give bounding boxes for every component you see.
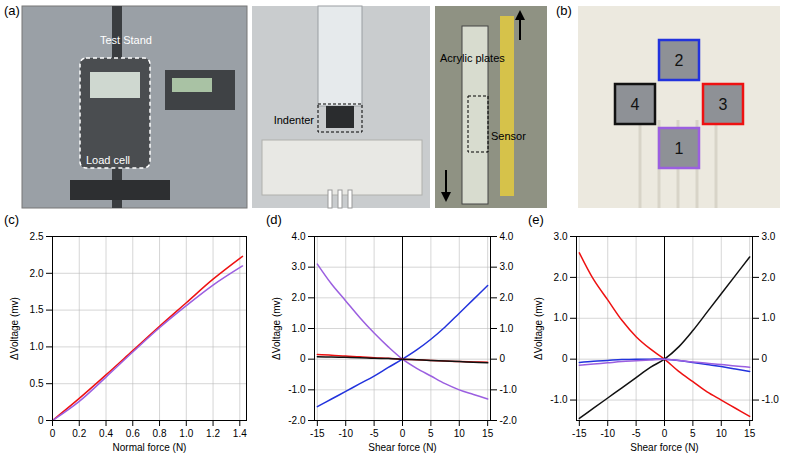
- svg-text:1.0: 1.0: [179, 428, 193, 439]
- svg-text:Shear force (N): Shear force (N): [368, 442, 436, 453]
- svg-text:4.0: 4.0: [292, 231, 306, 242]
- svg-text:1.0: 1.0: [292, 323, 306, 334]
- svg-text:-10: -10: [338, 428, 353, 439]
- svg-text:1.0: 1.0: [762, 312, 776, 323]
- svg-text:10: 10: [716, 428, 728, 439]
- html-text:(c): (c): [4, 212, 20, 227]
- svg-text:15: 15: [744, 428, 756, 439]
- svg-text:-15: -15: [310, 428, 325, 439]
- svg-text:0.8: 0.8: [153, 428, 167, 439]
- svg-text:Acrylic plates: Acrylic plates: [440, 52, 505, 64]
- svg-text:Sensor: Sensor: [491, 130, 526, 142]
- svg-text:0: 0: [400, 428, 406, 439]
- svg-text:0: 0: [662, 428, 668, 439]
- svg-text:3.0: 3.0: [500, 261, 514, 272]
- svg-text:ΔVoltage (mv): ΔVoltage (mv): [271, 297, 282, 360]
- svg-text:0: 0: [50, 428, 56, 439]
- svg-text:5: 5: [690, 428, 696, 439]
- svg-text:0.6: 0.6: [126, 428, 140, 439]
- svg-text:-5: -5: [632, 428, 641, 439]
- svg-text:2.0: 2.0: [500, 292, 514, 303]
- svg-text:0.5: 0.5: [30, 378, 44, 389]
- svg-text:3.0: 3.0: [292, 261, 306, 272]
- svg-text:1.2: 1.2: [206, 428, 220, 439]
- svg-text:-1.0: -1.0: [288, 384, 306, 395]
- svg-text:0: 0: [300, 353, 306, 364]
- svg-text:-1.0: -1.0: [550, 394, 568, 405]
- svg-text:1.0: 1.0: [554, 312, 568, 323]
- svg-text:3.0: 3.0: [762, 231, 776, 242]
- svg-text:Indenter: Indenter: [274, 114, 315, 126]
- svg-text:-2.0: -2.0: [288, 415, 306, 426]
- svg-text:2: 2: [675, 52, 684, 69]
- svg-text:0: 0: [500, 353, 506, 364]
- svg-text:-5: -5: [370, 428, 379, 439]
- svg-text:Normal force (N): Normal force (N): [113, 442, 187, 453]
- svg-text:5: 5: [428, 428, 434, 439]
- html-text:(e): (e): [528, 212, 544, 227]
- svg-text:Shear force (N): Shear force (N): [630, 442, 698, 453]
- svg-text:(a): (a): [4, 3, 20, 18]
- svg-text:3: 3: [719, 96, 728, 113]
- svg-text:15: 15: [482, 428, 494, 439]
- svg-text:0: 0: [38, 415, 44, 426]
- svg-text:-1.0: -1.0: [500, 384, 518, 395]
- svg-text:0: 0: [562, 353, 568, 364]
- svg-text:0.2: 0.2: [72, 428, 86, 439]
- svg-text:0: 0: [762, 353, 768, 364]
- svg-text:ΔVoltage (mv): ΔVoltage (mv): [9, 297, 20, 360]
- svg-text:Test Stand: Test Stand: [100, 34, 152, 46]
- svg-text:Load cell: Load cell: [86, 154, 130, 166]
- svg-text:ΔVoltage (mv): ΔVoltage (mv): [533, 297, 544, 360]
- svg-text:2.0: 2.0: [292, 292, 306, 303]
- svg-text:-10: -10: [600, 428, 615, 439]
- svg-text:(b): (b): [556, 3, 572, 18]
- svg-text:-2.0: -2.0: [500, 415, 518, 426]
- svg-text:0.4: 0.4: [99, 428, 113, 439]
- svg-text:3.0: 3.0: [554, 231, 568, 242]
- svg-text:1.5: 1.5: [30, 304, 44, 315]
- svg-text:1: 1: [675, 140, 684, 157]
- svg-text:1.0: 1.0: [500, 323, 514, 334]
- svg-text:-15: -15: [572, 428, 587, 439]
- svg-text:2.0: 2.0: [762, 272, 776, 283]
- svg-text:1.4: 1.4: [233, 428, 247, 439]
- svg-text:1.0: 1.0: [30, 341, 44, 352]
- svg-text:2.0: 2.0: [30, 268, 44, 279]
- html-text:(d): (d): [266, 212, 282, 227]
- svg-text:-1.0: -1.0: [762, 394, 780, 405]
- svg-text:10: 10: [454, 428, 466, 439]
- svg-text:2.0: 2.0: [554, 272, 568, 283]
- svg-text:2.5: 2.5: [30, 231, 44, 242]
- svg-text:4: 4: [631, 96, 640, 113]
- svg-text:4.0: 4.0: [500, 231, 514, 242]
